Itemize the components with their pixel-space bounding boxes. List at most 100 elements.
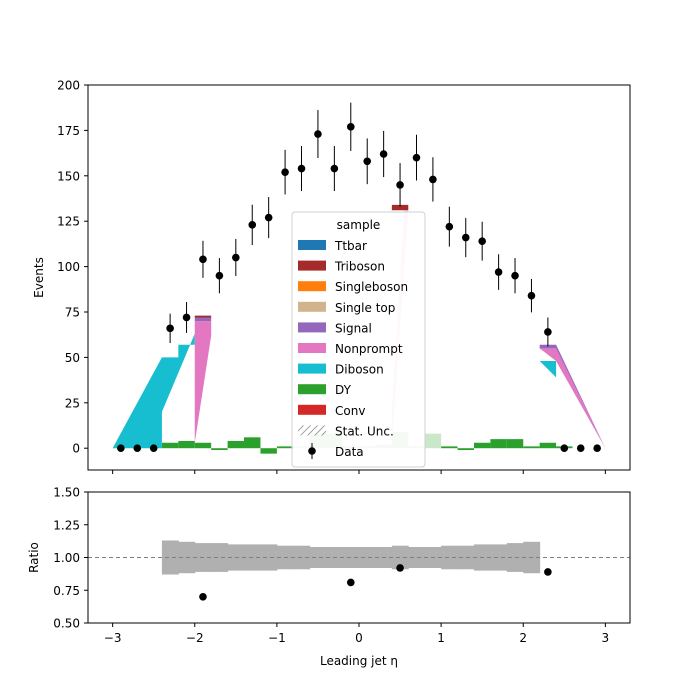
data-point: [593, 444, 601, 453]
data-point: [346, 122, 355, 131]
dy-bar: [506, 439, 524, 449]
main-y-axis: 0 25 50 75 100 125 150 175 200: [57, 79, 88, 456]
x-tick-label: 1: [437, 631, 445, 645]
ratio-y-axis: 0.50 0.75 1.00 1.25 1.50: [53, 486, 88, 631]
ratio-y-tick-label: 1.25: [53, 518, 80, 532]
stat-unc-band: [342, 547, 360, 568]
legend-item: Stat. Unc.: [298, 424, 394, 438]
dy-bar: [194, 442, 212, 449]
x-tick-label: 2: [519, 631, 527, 645]
y-tick-label: 200: [57, 79, 80, 93]
data-point: [379, 150, 388, 158]
ratio-y-tick-label: 1.50: [53, 486, 80, 500]
legend-label: Single top: [335, 301, 395, 315]
legend-label: Conv: [335, 404, 365, 418]
legend-item: Singleboson: [298, 280, 408, 294]
x-tick-label: −2: [186, 631, 204, 645]
data-point: [576, 444, 585, 453]
x-axis-label: Leading jet η: [320, 654, 398, 668]
data-point: [363, 157, 372, 166]
data-point: [429, 175, 437, 184]
legend-label: DY: [335, 383, 352, 397]
dy-bar: [211, 448, 228, 451]
nonprompt-area: [194, 321, 212, 443]
legend: sample Ttbar Triboson Singleboson Single top…: [291, 211, 426, 468]
main-y-axis-label: Events: [32, 257, 46, 298]
ratio-y-axis-label: Ratio: [27, 542, 41, 573]
legend-swatch: [298, 260, 326, 271]
stat-unc-band: [260, 544, 278, 571]
ratio-point: [396, 564, 404, 572]
stat-unc-band: [408, 547, 426, 568]
legend-label: Singleboson: [335, 280, 408, 294]
y-tick-label: 0: [72, 442, 80, 456]
x-tick-label: 0: [355, 631, 363, 645]
stat-unc-band: [309, 547, 327, 568]
ratio-point: [346, 578, 355, 587]
stat-unc-band: [211, 543, 229, 572]
legend-swatch: [298, 384, 326, 395]
stat-unc-band: [441, 545, 459, 570]
dy-bar: [424, 433, 442, 449]
legend-label: Signal: [335, 321, 372, 335]
main-x-axis: [112, 470, 606, 474]
legend-label: Stat. Unc.: [335, 424, 394, 438]
ratio-y-tick-label: 0.50: [53, 617, 80, 631]
data-point: [166, 324, 174, 333]
data-point: [281, 168, 289, 176]
main-panel: 0 25 50 75 100 125 150 175 200 Events sample Ttba…: [32, 79, 631, 474]
ratio-y-tick-label: 0.75: [53, 584, 80, 598]
legend-item: Triboson: [298, 260, 385, 274]
stat-unc-band: [391, 545, 409, 570]
data-point: [297, 164, 306, 173]
legend-label: Triboson: [334, 260, 385, 274]
legend-swatch: [298, 301, 326, 312]
legend-label: Ttbar: [334, 239, 367, 253]
dy-bar: [523, 446, 540, 449]
dy-bar: [276, 446, 294, 449]
dy-bar: [260, 448, 277, 454]
triboson-area: [194, 315, 212, 318]
legend-item: Ttbar: [298, 239, 367, 253]
data-point: [560, 444, 569, 453]
dy-bar: [473, 442, 491, 449]
data-point: [149, 444, 158, 453]
x-tick-label: 3: [602, 631, 610, 645]
data-point: [461, 233, 470, 242]
legend-label: Diboson: [335, 363, 384, 377]
data-point: [314, 130, 322, 138]
legend-swatch: [298, 343, 326, 353]
dy-bar: [539, 442, 557, 449]
y-tick-label: 75: [65, 306, 80, 320]
data-point: [478, 237, 486, 245]
legend-swatch: [298, 404, 326, 415]
dy-bar: [457, 448, 474, 451]
y-tick-label: 100: [57, 260, 80, 274]
legend-item: Diboson: [298, 363, 384, 377]
x-tick-label: −1: [268, 631, 286, 645]
legend-item: Signal: [298, 321, 372, 335]
dy-bar: [244, 437, 261, 449]
y-tick-label: 50: [65, 351, 80, 365]
data-point: [182, 313, 191, 322]
legend-swatch: [298, 240, 326, 250]
dy-bar: [161, 442, 179, 449]
legend-item: Data: [308, 443, 364, 459]
legend-item: Nonprompt: [298, 342, 403, 356]
stat-unc-band: [490, 544, 508, 571]
stat-unc-band: [161, 540, 179, 575]
data-point: [232, 253, 240, 262]
y-tick-label: 175: [57, 124, 80, 138]
ratio-point: [199, 593, 207, 601]
data-point: [412, 153, 421, 162]
legend-swatch: [298, 281, 326, 292]
data-point: [511, 271, 519, 280]
legend-item: Conv: [298, 404, 365, 418]
ratio-x-axis: −3 −2 −1 0 1 2 3: [104, 623, 609, 645]
dy-bar: [178, 440, 195, 449]
legend-swatch: [298, 425, 326, 436]
data-point: [264, 213, 273, 222]
y-tick-label: 25: [65, 396, 80, 410]
ratio-point: [544, 568, 552, 576]
